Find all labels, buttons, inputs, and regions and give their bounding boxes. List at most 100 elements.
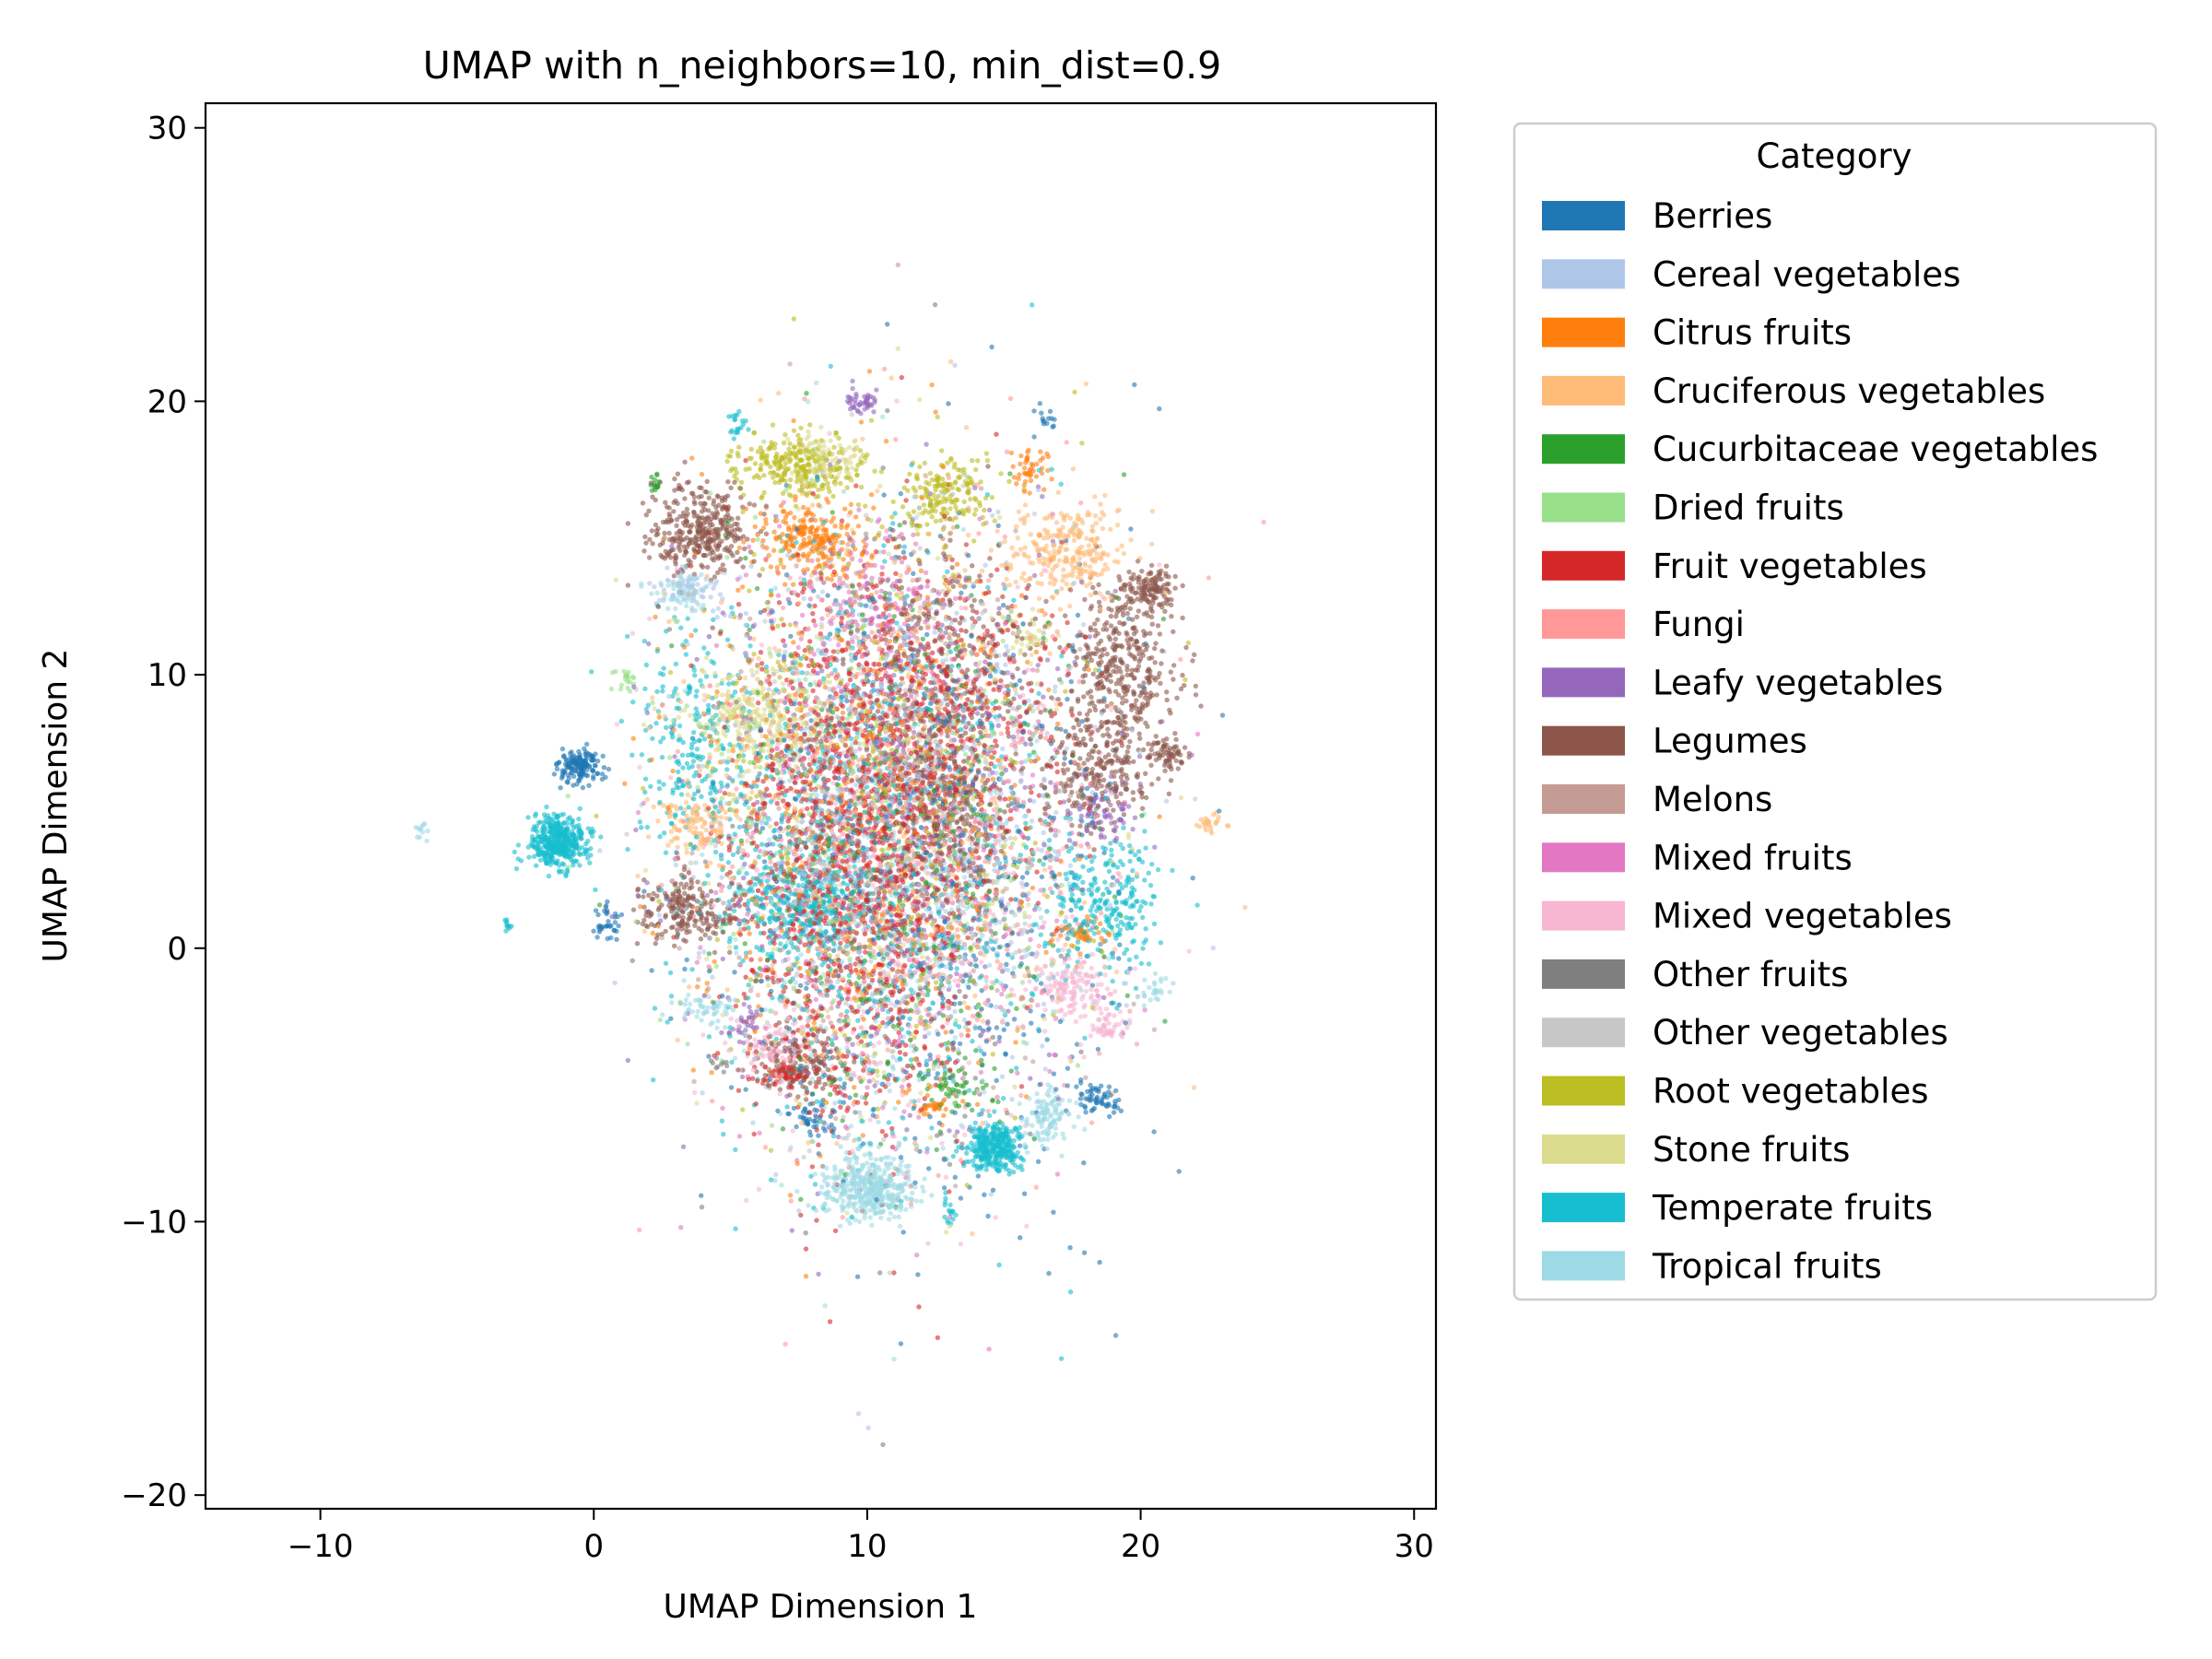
scatter-point: [694, 1100, 700, 1106]
scatter-point: [947, 537, 953, 543]
scatter-point: [912, 1135, 918, 1141]
scatter-point: [734, 1018, 740, 1024]
scatter-point: [877, 945, 882, 950]
scatter-point: [1178, 656, 1183, 663]
scatter-point: [703, 674, 710, 679]
scatter-point: [892, 1003, 899, 1008]
scatter-point: [775, 623, 781, 629]
scatter-point: [1059, 1153, 1065, 1159]
scatter-point: [807, 825, 813, 830]
scatter-point: [1081, 694, 1087, 700]
scatter-point: [1011, 1017, 1018, 1022]
scatter-point: [657, 1017, 664, 1023]
scatter-point: [1088, 736, 1094, 742]
scatter-point: [989, 495, 995, 500]
scatter-point: [964, 1182, 971, 1188]
scatter-point: [828, 1091, 833, 1098]
scatter-point: [845, 542, 851, 547]
scatter-point: [952, 362, 958, 368]
scatter-point: [1109, 707, 1114, 712]
scatter-point: [963, 606, 969, 611]
scatter-point: [755, 993, 761, 998]
scatter-point: [771, 529, 777, 535]
scatter-point: [787, 622, 793, 628]
scatter-point: [860, 436, 865, 441]
scatter-point: [1038, 915, 1044, 921]
scatter-point: [854, 629, 861, 634]
scatter-point: [1162, 768, 1168, 773]
scatter-point: [971, 538, 977, 544]
scatter-point: [1009, 987, 1015, 993]
scatter-point: [863, 531, 869, 536]
scatter-point: [577, 806, 582, 812]
scatter-point: [856, 757, 862, 763]
scatter-point: [724, 637, 731, 642]
scatter-point: [916, 1098, 922, 1103]
scatter-point: [866, 1078, 872, 1084]
scatter-point: [1063, 728, 1068, 735]
scatter-point: [897, 1050, 903, 1055]
scatter-point: [415, 834, 420, 840]
scatter-point: [872, 955, 877, 960]
scatter-point: [856, 1110, 863, 1116]
scatter-point: [1013, 897, 1018, 902]
scatter-point: [803, 677, 808, 682]
scatter-point: [1004, 643, 1009, 649]
scatter-point: [642, 789, 648, 795]
scatter-point: [1025, 643, 1030, 649]
scatter-point: [835, 642, 841, 648]
scatter-point: [665, 606, 671, 611]
scatter-point: [884, 798, 889, 804]
scatter-point: [661, 782, 666, 787]
scatter-point: [962, 568, 968, 573]
scatter-point: [998, 471, 1004, 477]
scatter-point: [926, 1030, 932, 1036]
scatter-point: [978, 729, 983, 735]
scatter-point: [1017, 472, 1022, 477]
scatter-point: [911, 571, 916, 576]
scatter-point: [831, 444, 837, 450]
scatter-point: [740, 849, 746, 855]
scatter-point: [806, 429, 811, 434]
scatter-point: [973, 507, 979, 512]
scatter-point: [661, 830, 667, 836]
scatter-point: [653, 941, 658, 947]
scatter-point: [982, 826, 988, 831]
scatter-point: [1030, 667, 1036, 673]
scatter-point: [907, 606, 912, 612]
scatter-point: [782, 793, 788, 798]
scatter-point: [1194, 902, 1200, 908]
scatter-point: [813, 1207, 819, 1214]
scatter-point: [1089, 982, 1096, 988]
scatter-point: [751, 636, 757, 641]
scatter-point: [641, 548, 647, 554]
scatter-point: [717, 592, 724, 597]
scatter-point: [1085, 923, 1090, 928]
scatter-point: [613, 577, 618, 583]
scatter-point: [1014, 1065, 1019, 1071]
scatter-point: [886, 1072, 892, 1078]
scatter-point: [731, 436, 736, 441]
scatter-point: [1146, 870, 1152, 876]
scatter-point: [1065, 767, 1071, 772]
scatter-point: [726, 681, 732, 687]
scatter-point: [853, 467, 859, 473]
scatter-point: [747, 977, 754, 982]
scatter-point: [1031, 798, 1037, 805]
scatter-point: [982, 1192, 987, 1198]
scatter-point: [899, 1084, 905, 1089]
scatter-point: [1171, 981, 1176, 986]
scatter-point: [1096, 930, 1101, 935]
scatter-point: [1185, 640, 1192, 646]
scatter-point: [713, 504, 719, 511]
scatter-point: [1140, 653, 1147, 658]
scatter-point: [828, 363, 833, 369]
scatter-point: [820, 1086, 826, 1091]
scatter-point: [1040, 1143, 1045, 1149]
scatter-point: [688, 712, 693, 718]
scatter-point: [990, 900, 995, 906]
scatter-point: [911, 509, 917, 514]
scatter-point: [824, 858, 830, 864]
scatter-point: [1124, 993, 1131, 999]
scatter-point: [1054, 761, 1060, 767]
